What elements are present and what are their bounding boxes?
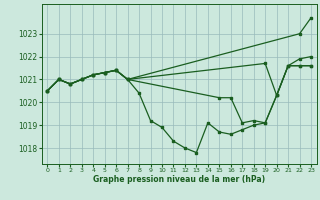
X-axis label: Graphe pression niveau de la mer (hPa): Graphe pression niveau de la mer (hPa) [93,175,265,184]
